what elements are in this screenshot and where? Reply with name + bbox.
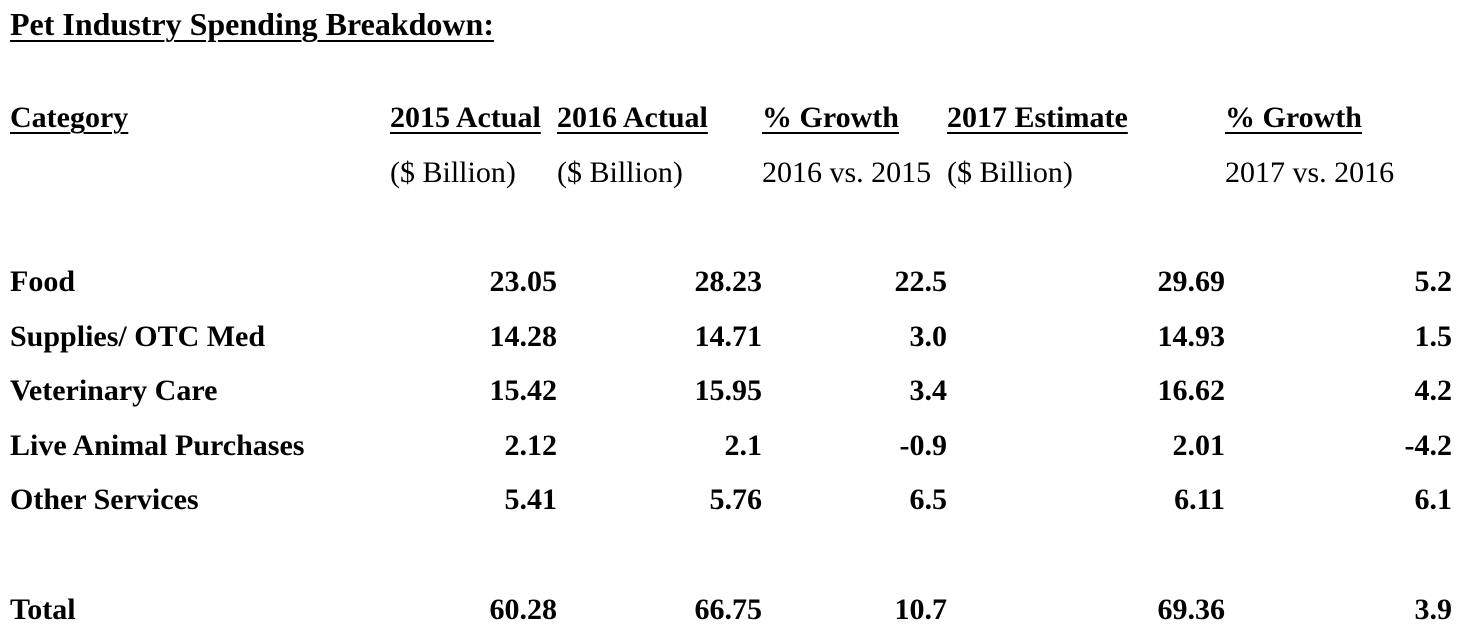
cell-2017-estimate: 69.36	[1157, 592, 1226, 626]
cell-category: Total	[10, 592, 76, 626]
spacer-row	[10, 528, 1452, 583]
col-header-2017-estimate: 2017 Estimate	[947, 101, 1128, 135]
col-header-category: Category	[10, 101, 129, 135]
cell-category: Veterinary Care	[10, 374, 218, 408]
page-title: Pet Industry Spending Breakdown:	[10, 6, 494, 42]
cell-2017-estimate: 6.11	[1174, 483, 1225, 517]
cell-growth-2017: 5.2	[1414, 265, 1453, 299]
cell-2015-actual: 60.28	[489, 592, 558, 626]
col-header-growth-2017: % Growth	[1225, 101, 1362, 135]
cell-category: Supplies/ OTC Med	[10, 319, 266, 353]
cell-2016-actual: 66.75	[694, 592, 763, 626]
cell-growth-2016: 22.5	[894, 265, 948, 299]
row-live-animal-purchases: Live Animal Purchases 2.12 2.1 -0.9 2.01…	[10, 419, 1452, 474]
row-total: Total 60.28 66.75 10.7 69.36 3.9	[10, 582, 1452, 637]
cell-2017-estimate: 2.01	[1172, 428, 1226, 462]
header-row: Category 2015 Actual 2016 Actual % Growt…	[10, 91, 1452, 146]
cell-growth-2017: 3.9	[1414, 592, 1453, 626]
cell-growth-2017: 1.5	[1414, 319, 1453, 353]
cell-2015-actual: 23.05	[489, 265, 558, 299]
spending-table: Category 2015 Actual 2016 Actual % Growt…	[10, 91, 1452, 637]
cell-growth-2017: 4.2	[1414, 374, 1453, 408]
cell-2015-actual: 2.12	[504, 428, 558, 462]
spacer-row	[10, 200, 1452, 255]
cell-2017-estimate: 16.62	[1157, 374, 1226, 408]
col-header-2016-actual: 2016 Actual	[557, 101, 708, 135]
row-supplies-otc-med: Supplies/ OTC Med 14.28 14.71 3.0 14.93 …	[10, 309, 1452, 364]
cell-growth-2016: 3.0	[909, 319, 948, 353]
cell-growth-2016: 3.4	[909, 374, 948, 408]
cell-2015-actual: 15.42	[489, 374, 558, 408]
cell-2016-actual: 2.1	[724, 428, 763, 462]
cell-2016-actual: 5.76	[709, 483, 763, 517]
cell-growth-2016: 6.5	[909, 483, 948, 517]
cell-2016-actual: 28.23	[694, 265, 763, 299]
cell-2017-estimate: 14.93	[1157, 319, 1226, 353]
cell-category: Live Animal Purchases	[10, 428, 305, 462]
cell-growth-2017: -4.2	[1404, 428, 1453, 462]
col-subheader-growth-2016: 2016 vs. 2015	[762, 155, 932, 189]
col-subheader-2015-units: ($ Billion)	[390, 155, 516, 189]
cell-2016-actual: 14.71	[694, 319, 763, 353]
cell-2015-actual: 14.28	[489, 319, 558, 353]
cell-growth-2017: 6.1	[1414, 483, 1453, 517]
cell-growth-2016: 10.7	[894, 592, 948, 626]
row-food: Food 23.05 28.23 22.5 29.69 5.2	[10, 255, 1452, 310]
row-other-services: Other Services 5.41 5.76 6.5 6.11 6.1	[10, 473, 1452, 528]
subheader-row: ($ Billion) ($ Billion) 2016 vs. 2015 ($…	[10, 146, 1452, 201]
col-subheader-category	[10, 146, 390, 201]
col-subheader-2017-units: ($ Billion)	[947, 155, 1073, 189]
cell-2017-estimate: 29.69	[1157, 265, 1226, 299]
col-subheader-growth-2017: 2017 vs. 2016	[1225, 155, 1395, 189]
cell-category: Other Services	[10, 483, 199, 517]
col-subheader-2016-units: ($ Billion)	[557, 155, 683, 189]
row-veterinary-care: Veterinary Care 15.42 15.95 3.4 16.62 4.…	[10, 364, 1452, 419]
cell-2015-actual: 5.41	[504, 483, 558, 517]
cell-2016-actual: 15.95	[694, 374, 763, 408]
cell-growth-2016: -0.9	[899, 428, 948, 462]
col-header-growth-2016: % Growth	[762, 101, 899, 135]
col-header-2015-actual: 2015 Actual	[390, 101, 541, 135]
cell-category: Food	[10, 265, 76, 299]
